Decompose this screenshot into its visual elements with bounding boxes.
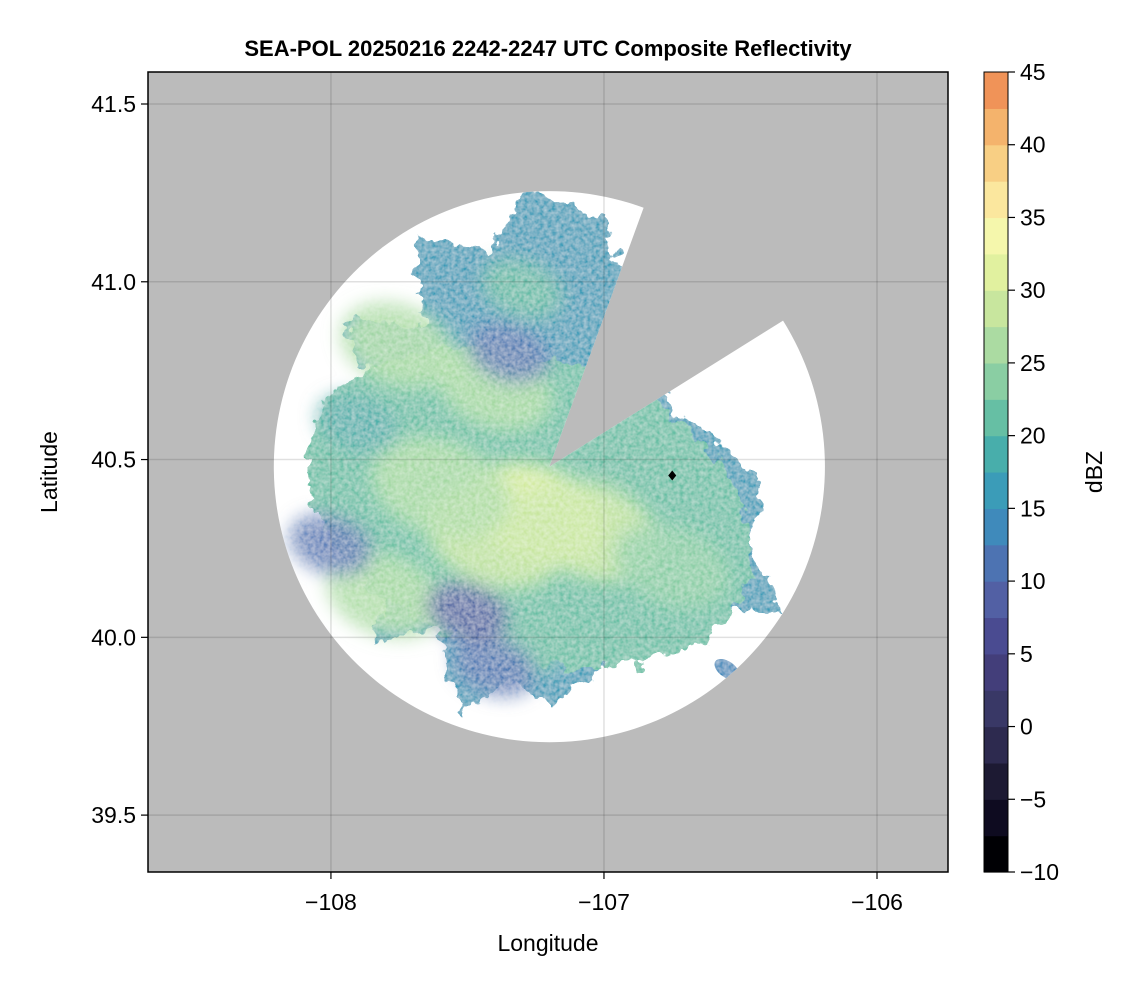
colorbar-tick-label: 25 — [1020, 350, 1046, 376]
colorbar-segment — [984, 508, 1008, 546]
colorbar-segment — [984, 617, 1008, 655]
colorbar-tick-label: 20 — [1020, 423, 1046, 449]
x-tick-label: −107 — [578, 889, 630, 915]
echo-core-8 — [577, 422, 659, 483]
colorbar-segment — [984, 435, 1008, 473]
colorbar-segment — [984, 144, 1008, 182]
colorbar-segment — [984, 653, 1008, 691]
colorbar-segment — [984, 726, 1008, 764]
echo-cores — [290, 258, 731, 696]
colorbar-tick-label: 5 — [1020, 641, 1033, 667]
colorbar-segment — [984, 762, 1008, 800]
station-marker — [668, 470, 677, 481]
colorbar-segment — [984, 472, 1008, 509]
colorbar-segment — [984, 290, 1008, 328]
colorbar: −10 −5 0 5 10 15 20 25 30 35 40 45 — [983, 59, 1059, 885]
colorbar-tick-label: 40 — [1020, 132, 1046, 158]
colorbar-tick-label: 30 — [1020, 277, 1046, 303]
echo-core-4 — [341, 302, 458, 389]
y-tick-label: 41.5 — [91, 91, 136, 117]
echo-core-13 — [467, 322, 550, 383]
y-tick-label: 40.5 — [91, 447, 136, 473]
echo-core-12 — [454, 635, 536, 696]
y-axis: 39.5 40.0 40.5 41.0 41.5 — [91, 91, 148, 828]
colorbar-segment — [984, 399, 1008, 437]
colorbar-segment — [984, 362, 1008, 400]
plot-frame — [147, 71, 949, 873]
colorbar-segment — [984, 799, 1008, 837]
colorbar-tick-label: 35 — [1020, 204, 1046, 230]
colorbar-tick-label: −5 — [1020, 786, 1046, 812]
colorbar-segment — [984, 72, 1008, 109]
colorbar-segment — [984, 690, 1008, 728]
x-axis: −108 −107 −106 — [305, 872, 903, 915]
colorbar-segment — [984, 581, 1008, 619]
colorbar-frame — [983, 71, 1009, 873]
colorbar-tick-label: −10 — [1020, 859, 1059, 885]
echo-core-7 — [614, 523, 731, 610]
y-tick-label: 41.0 — [91, 269, 136, 295]
colorbar-segment — [984, 181, 1008, 219]
y-axis-label: Latitude — [36, 431, 62, 513]
colorbar-tick-label: 0 — [1020, 714, 1033, 740]
colorbar-tick-label: 15 — [1020, 495, 1046, 521]
x-axis-label: Longitude — [497, 930, 598, 956]
y-tick-label: 40.0 — [91, 624, 136, 650]
echo-core-6 — [327, 551, 444, 638]
echo-core-3 — [370, 436, 510, 540]
echo-core-14 — [290, 514, 372, 575]
grid-lines — [148, 72, 948, 872]
chart-title: SEA-POL 20250216 2242-2247 UTC Composite… — [244, 36, 852, 61]
colorbar-segment — [984, 253, 1008, 291]
echo-core-9 — [481, 258, 563, 319]
x-tick-label: −108 — [305, 889, 357, 915]
colorbar-tick-label: 45 — [1020, 59, 1046, 85]
colorbar-segment — [984, 217, 1008, 255]
colorbar-tick-label: 10 — [1020, 568, 1046, 594]
colorbar-segment — [984, 108, 1008, 146]
y-tick-label: 39.5 — [91, 802, 136, 828]
echo-core-10 — [317, 394, 399, 454]
echo-core-15 — [426, 582, 509, 643]
colorbar-segment — [984, 544, 1008, 582]
colorbar-segment — [984, 835, 1008, 873]
colorbar-label: dBZ — [1081, 451, 1107, 493]
plot-area — [147, 71, 949, 873]
x-tick-label: −106 — [851, 889, 903, 915]
colorbar-segment — [984, 326, 1008, 364]
